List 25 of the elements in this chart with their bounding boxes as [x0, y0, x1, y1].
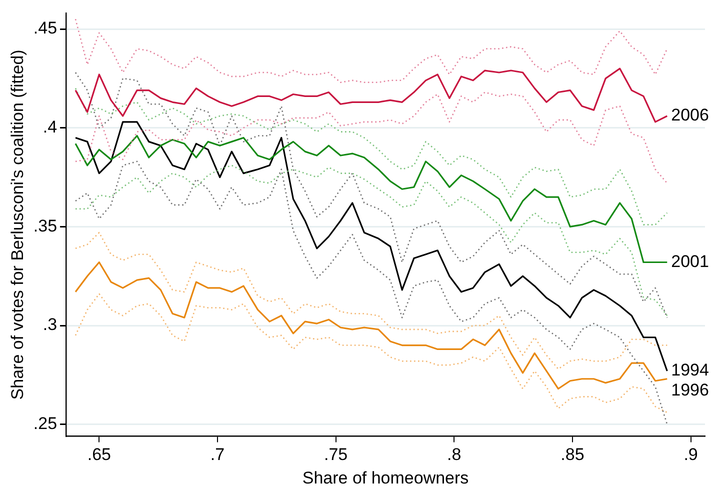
y-axis-title: Share of votes for Berlusconi's coalition (fitted)	[8, 50, 27, 400]
line-series	[74, 160, 668, 425]
x-tick-label: .85	[560, 445, 584, 464]
x-tick-label: .8	[447, 445, 462, 464]
line-series	[74, 18, 668, 84]
series-label: 2001	[671, 252, 709, 271]
x-tick-label: .9	[684, 445, 698, 464]
series-label: 1996	[671, 380, 709, 400]
line-series	[74, 164, 668, 316]
y-tick-label: .35	[33, 216, 58, 236]
y-tick-label: .4	[42, 118, 58, 137]
line-series	[74, 92, 668, 184]
x-axis-title: Share of homeowners	[302, 468, 469, 488]
line-series	[74, 88, 668, 226]
series-label: 1994	[671, 360, 709, 380]
x-tick-label: .7	[210, 445, 225, 464]
line-series	[74, 293, 668, 414]
series-label: 2006	[671, 106, 709, 125]
y-tick-label: .3	[42, 315, 58, 334]
line-series	[74, 232, 668, 370]
x-tick-label: .75	[324, 445, 348, 464]
y-tick-label: .45	[33, 18, 58, 38]
x-tick-label: .65	[87, 445, 111, 464]
line-series	[74, 72, 668, 318]
y-tick-label: .25	[33, 414, 58, 434]
